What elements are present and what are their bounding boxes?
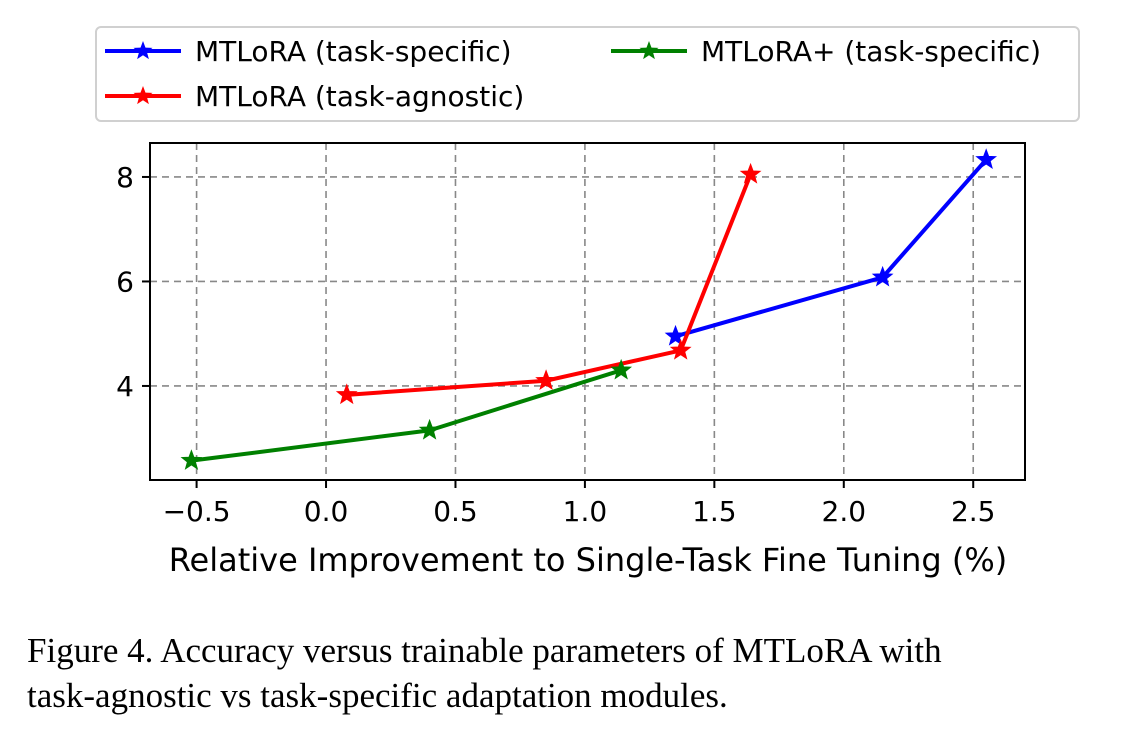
caption-line-1: Figure 4. Accuracy versus trainable para…: [27, 631, 942, 670]
legend-label-task-agnostic: MTLoRA (task-agnostic): [195, 79, 525, 113]
series-line-2: [191, 368, 622, 463]
legend-star-icon: [133, 86, 153, 105]
data-point-star: [975, 148, 998, 169]
chart: −0.5 0.0 0.5 1.0 1.5 2.0 2.5 4 6 8 Relative Impro…: [116, 142, 1026, 579]
legend-star-icon: [133, 41, 153, 60]
x-tick-label: 2.5: [951, 495, 996, 528]
y-tick-label: 8: [116, 161, 134, 194]
legend-marker-red: [105, 86, 181, 105]
data-point-star: [535, 369, 557, 390]
series-layer: [180, 148, 998, 470]
legend: MTLoRA (task-specific) MTLoRA (task-agno…: [95, 26, 1080, 122]
y-tick-label: 4: [116, 370, 134, 403]
data-point-star: [669, 338, 692, 360]
legend-entry-plus-task-specific: MTLoRA+ (task-specific): [609, 31, 1041, 71]
legend-marker-green: [611, 41, 687, 60]
legend-marker-blue: [105, 41, 181, 60]
legend-label-plus-task-specific: MTLoRA+ (task-specific): [701, 34, 1042, 68]
data-point-star: [739, 162, 762, 184]
x-tick-label: 0.5: [433, 495, 478, 528]
plot-frame: [149, 142, 1026, 481]
data-point-star: [180, 449, 203, 470]
caption-line-2: task-agnostic vs task-specific adaptatio…: [27, 676, 728, 715]
ticks: −0.5 0.0 0.5 1.0 1.5 2.0 2.5 4 6 8: [116, 161, 995, 528]
legend-label-task-specific: MTLoRA (task-specific): [195, 34, 512, 68]
data-point-star: [418, 418, 441, 440]
x-tick-label: 1.0: [563, 495, 608, 528]
legend-star-icon: [639, 41, 659, 60]
x-axis-label: Relative Improvement to Single-Task Fine…: [169, 541, 1008, 579]
figure-caption: Figure 4. Accuracy versus trainable para…: [27, 628, 1127, 718]
data-point-star: [664, 324, 687, 346]
x-tick-label: 1.5: [692, 495, 737, 528]
legend-entry-task-agnostic: MTLoRA (task-agnostic): [103, 76, 524, 116]
x-tick-label: 2.0: [822, 495, 867, 528]
y-tick-label: 6: [116, 265, 134, 298]
x-tick-label: −0.5: [163, 495, 231, 528]
data-point-star: [335, 383, 358, 405]
legend-entry-task-specific: MTLoRA (task-specific): [103, 31, 512, 71]
series-line-1: [346, 173, 753, 397]
data-point-star: [610, 358, 633, 380]
grid: [150, 143, 1025, 480]
data-point-star: [871, 265, 894, 287]
x-tick-label: 0.0: [304, 495, 349, 528]
